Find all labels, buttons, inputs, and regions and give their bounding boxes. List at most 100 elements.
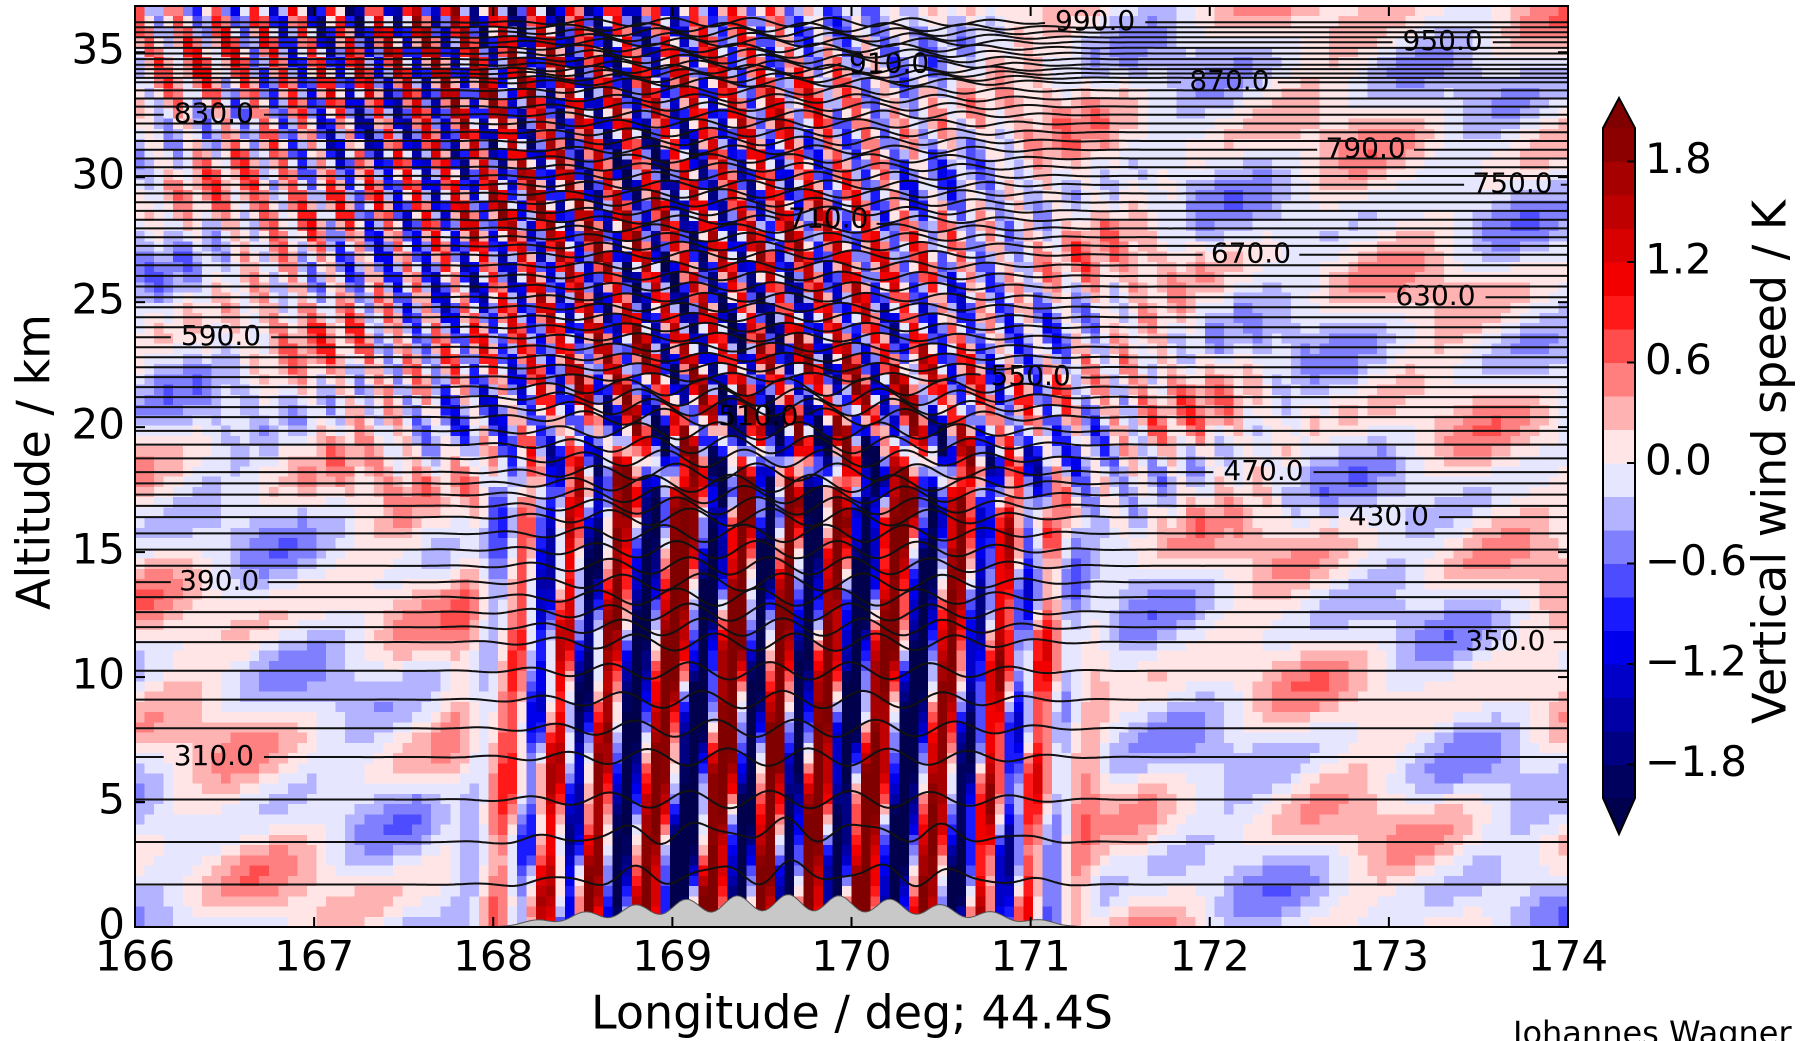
field-cell xyxy=(173,160,183,171)
field-cell xyxy=(1291,252,1301,263)
field-cell xyxy=(1071,221,1081,232)
field-cell xyxy=(135,282,145,293)
field-cell xyxy=(794,6,804,17)
field-cell xyxy=(1434,160,1444,171)
field-cell xyxy=(1425,323,1435,334)
field-cell xyxy=(1062,190,1072,201)
field-cell xyxy=(469,272,479,283)
field-cell xyxy=(1215,313,1225,324)
field-cell xyxy=(192,282,202,293)
field-cell xyxy=(1234,6,1244,17)
field-cell xyxy=(1176,333,1186,344)
field-cell xyxy=(1501,333,1511,344)
field-cell xyxy=(1444,221,1454,232)
field-cell xyxy=(1081,190,1091,201)
field-cell xyxy=(1549,252,1559,263)
field-cell xyxy=(154,221,164,232)
field-cell xyxy=(1415,323,1425,334)
field-cell xyxy=(1090,262,1100,273)
field-cell xyxy=(737,282,747,293)
field-cell xyxy=(307,272,317,283)
field-cell xyxy=(164,323,174,334)
field-cell xyxy=(1339,6,1349,17)
field-cell xyxy=(1301,272,1311,283)
field-cell xyxy=(1176,313,1186,324)
field-cell xyxy=(164,221,174,232)
field-cell xyxy=(1406,190,1416,201)
field-cell xyxy=(1301,129,1311,140)
field-cell xyxy=(250,221,260,232)
field-cell xyxy=(1539,252,1549,263)
field-cell xyxy=(202,190,212,201)
field-cell xyxy=(890,6,900,17)
field-cell xyxy=(1425,313,1435,324)
field-cell xyxy=(890,139,900,150)
field-cell xyxy=(450,303,460,314)
field-cell xyxy=(546,231,556,242)
field-cell xyxy=(364,221,374,232)
field-cell xyxy=(1090,333,1100,344)
field-cell xyxy=(995,139,1005,150)
field-cell xyxy=(192,129,202,140)
field-cell xyxy=(594,333,604,344)
field-cell xyxy=(450,170,460,181)
field-cell xyxy=(135,333,145,344)
field-cell xyxy=(976,293,986,304)
field-cell xyxy=(374,6,384,17)
field-cell xyxy=(890,252,900,263)
field-cell xyxy=(288,272,298,283)
field-cell xyxy=(1281,129,1291,140)
field-cell xyxy=(1215,129,1225,140)
field-cell xyxy=(374,333,384,344)
field-cell xyxy=(1224,333,1234,344)
field-cell xyxy=(1176,282,1186,293)
field-cell xyxy=(211,160,221,171)
field-cell xyxy=(1492,282,1502,293)
field-cell xyxy=(1291,323,1301,334)
field-cell xyxy=(527,139,537,150)
field-cell xyxy=(756,333,766,344)
field-cell xyxy=(441,190,451,201)
field-cell xyxy=(1262,313,1272,324)
field-cell xyxy=(145,129,155,140)
field-cell xyxy=(1501,323,1511,334)
field-cell xyxy=(1434,323,1444,334)
field-cell xyxy=(527,200,537,211)
field-cell xyxy=(1119,272,1129,283)
field-cell xyxy=(832,190,842,201)
field-cell xyxy=(173,221,183,232)
field-cell xyxy=(259,262,269,273)
field-cell xyxy=(317,333,327,344)
field-cell xyxy=(1320,272,1330,283)
field-cell xyxy=(469,160,479,171)
field-cell xyxy=(278,129,288,140)
field-cell xyxy=(1310,160,1320,171)
field-cell xyxy=(192,190,202,201)
field-cell xyxy=(135,129,145,140)
field-cell xyxy=(336,252,346,263)
field-cell xyxy=(1109,313,1119,324)
field-cell xyxy=(145,190,155,201)
field-cell xyxy=(852,313,862,324)
field-cell xyxy=(1090,129,1100,140)
field-cell xyxy=(422,333,432,344)
field-cell xyxy=(899,262,909,273)
field-cell xyxy=(584,293,594,304)
field-cell xyxy=(154,262,164,273)
field-cell xyxy=(269,6,279,17)
field-cell xyxy=(135,313,145,324)
field-cell xyxy=(1176,323,1186,334)
field-cell xyxy=(1377,323,1387,334)
field-cell xyxy=(1215,190,1225,201)
field-cell xyxy=(1367,313,1377,324)
field-cell xyxy=(1434,190,1444,201)
field-cell xyxy=(450,323,460,334)
field-cell xyxy=(899,98,909,109)
field-cell xyxy=(383,313,393,324)
field-cell xyxy=(508,180,518,191)
field-cell xyxy=(1004,323,1014,334)
field-cell xyxy=(1406,252,1416,263)
field-cell xyxy=(737,313,747,324)
field-cell xyxy=(231,252,241,263)
field-cell xyxy=(574,6,584,17)
